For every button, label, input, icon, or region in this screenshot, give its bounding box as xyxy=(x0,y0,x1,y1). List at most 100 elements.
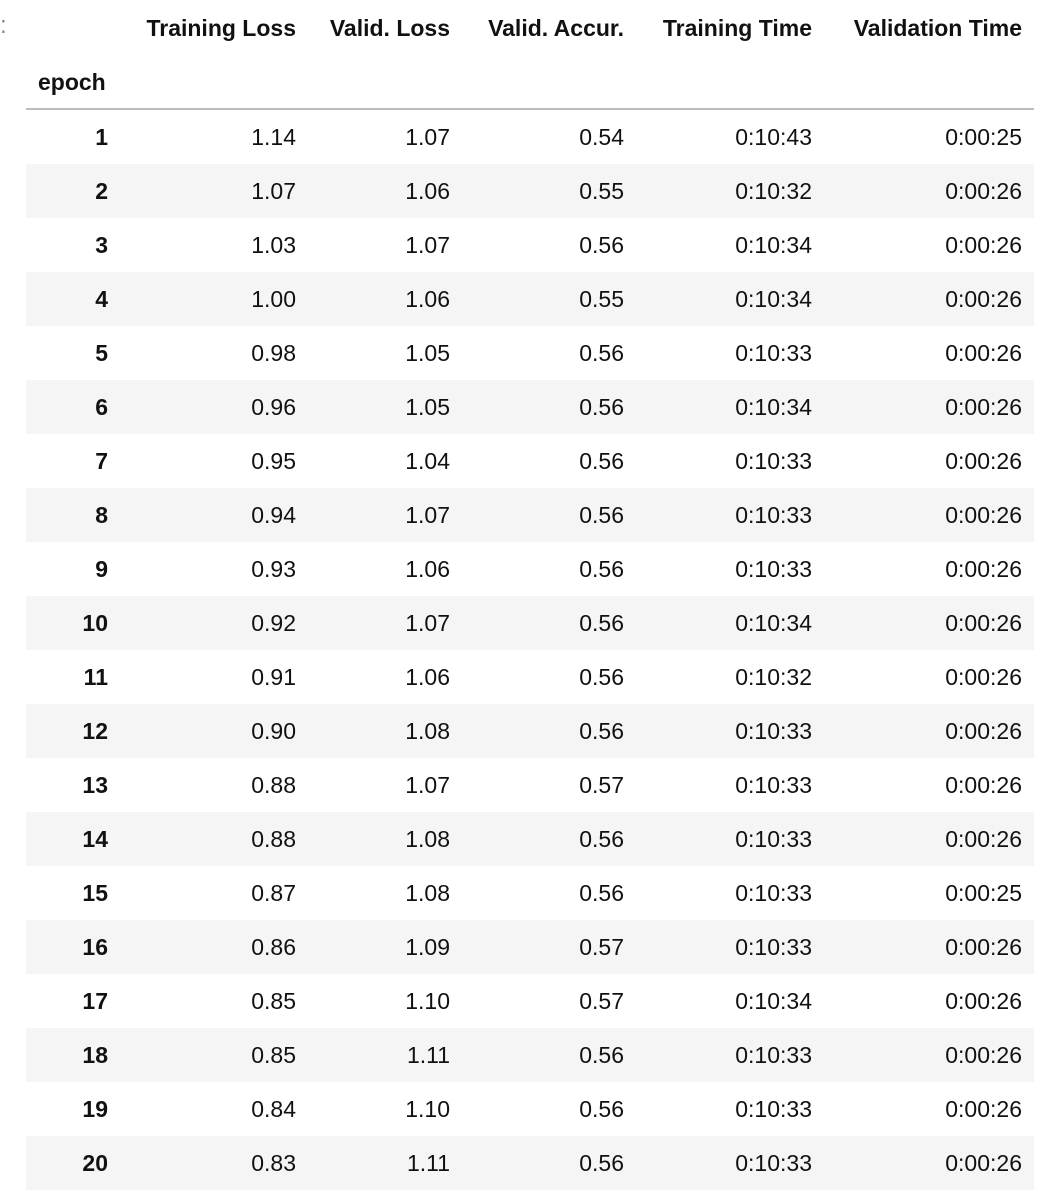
cell-validation-time: 0:00:26 xyxy=(945,825,1022,852)
cell-valid-accuracy: 0.56 xyxy=(579,825,624,852)
cell-valid-accuracy: 0.57 xyxy=(579,933,624,960)
cell-valid-loss: 1.05 xyxy=(405,339,450,366)
epoch-index-cell: 3 xyxy=(95,231,108,258)
table-row: 5 0.98 1.05 0.56 0:10:33 0:00:26 xyxy=(26,326,1034,380)
cell-training-time: 0:10:33 xyxy=(735,771,812,798)
cell-training-loss: 0.88 xyxy=(251,825,296,852)
cell-training-loss: 0.92 xyxy=(251,609,296,636)
cell-valid-loss: 1.05 xyxy=(405,393,450,420)
cell-validation-time: 0:00:26 xyxy=(945,231,1022,258)
cell-validation-time: 0:00:26 xyxy=(945,771,1022,798)
cell-training-loss: 0.88 xyxy=(251,771,296,798)
table-row: 20 0.83 1.11 0.56 0:10:33 0:00:26 xyxy=(26,1136,1034,1190)
cell-validation-time: 0:00:26 xyxy=(945,609,1022,636)
epoch-index-cell: 2 xyxy=(95,177,108,204)
cell-valid-loss: 1.06 xyxy=(405,285,450,312)
table-row: 9 0.93 1.06 0.56 0:10:33 0:00:26 xyxy=(26,542,1034,596)
epoch-index-cell: 19 xyxy=(82,1095,108,1122)
cell-validation-time: 0:00:26 xyxy=(945,285,1022,312)
cell-training-time: 0:10:33 xyxy=(735,879,812,906)
epoch-index-cell: 9 xyxy=(95,555,108,582)
cell-valid-loss: 1.06 xyxy=(405,555,450,582)
index-row-blank xyxy=(636,56,824,110)
training-stats-table: Training Loss Valid. Loss Valid. Accur. … xyxy=(26,0,1034,1190)
cell-valid-accuracy: 0.56 xyxy=(579,663,624,690)
cell-validation-time: 0:00:25 xyxy=(945,123,1022,150)
cell-training-time: 0:10:33 xyxy=(735,447,812,474)
epoch-index-cell: 6 xyxy=(95,393,108,420)
table-row: 19 0.84 1.10 0.56 0:10:33 0:00:26 xyxy=(26,1082,1034,1136)
column-header-validation-time: Validation Time xyxy=(853,14,1022,41)
index-row-blank xyxy=(124,56,308,110)
epoch-index-cell: 16 xyxy=(82,933,108,960)
table-row: 16 0.86 1.09 0.57 0:10:33 0:00:26 xyxy=(26,920,1034,974)
epoch-index-cell: 18 xyxy=(82,1041,108,1068)
cell-training-time: 0:10:34 xyxy=(735,987,812,1014)
cell-training-time: 0:10:34 xyxy=(735,609,812,636)
column-header-training-loss: Training Loss xyxy=(146,14,296,41)
cell-training-time: 0:10:32 xyxy=(735,177,812,204)
table-body: 1 1.14 1.07 0.54 0:10:43 0:00:25 2 1.07 1.06 0.55… xyxy=(26,109,1034,1190)
cell-training-time: 0:10:33 xyxy=(735,1095,812,1122)
cell-validation-time: 0:00:26 xyxy=(945,555,1022,582)
epoch-index-cell: 11 xyxy=(83,663,108,690)
cell-valid-accuracy: 0.56 xyxy=(579,555,624,582)
cell-valid-loss: 1.07 xyxy=(405,609,450,636)
table-row: 17 0.85 1.10 0.57 0:10:34 0:00:26 xyxy=(26,974,1034,1028)
cell-valid-accuracy: 0.56 xyxy=(579,879,624,906)
epoch-index-cell: 14 xyxy=(82,825,108,852)
table-row: 4 1.00 1.06 0.55 0:10:34 0:00:26 xyxy=(26,272,1034,326)
cell-valid-loss: 1.06 xyxy=(405,177,450,204)
cell-valid-loss: 1.11 xyxy=(406,1041,450,1068)
cell-valid-accuracy: 0.54 xyxy=(579,123,624,150)
cell-valid-loss: 1.07 xyxy=(405,231,450,258)
cell-validation-time: 0:00:26 xyxy=(945,501,1022,528)
cell-training-loss: 0.94 xyxy=(251,501,296,528)
cell-training-loss: 1.00 xyxy=(251,285,296,312)
cell-valid-accuracy: 0.56 xyxy=(579,393,624,420)
cell-training-loss: 0.85 xyxy=(251,1041,296,1068)
cell-valid-accuracy: 0.56 xyxy=(579,231,624,258)
cell-training-loss: 0.84 xyxy=(251,1095,296,1122)
index-row-blank xyxy=(824,56,1034,110)
cell-training-loss: 1.14 xyxy=(251,123,296,150)
epoch-index-cell: 4 xyxy=(95,285,108,312)
cell-training-loss: 0.86 xyxy=(251,933,296,960)
cell-training-loss: 0.85 xyxy=(251,987,296,1014)
output-prompt-marker: : xyxy=(0,12,7,39)
epoch-index-cell: 7 xyxy=(95,447,108,474)
epoch-index-cell: 15 xyxy=(82,879,108,906)
index-header-blank xyxy=(26,0,124,56)
table-row: 6 0.96 1.05 0.56 0:10:34 0:00:26 xyxy=(26,380,1034,434)
table-row: 8 0.94 1.07 0.56 0:10:33 0:00:26 xyxy=(26,488,1034,542)
cell-valid-loss: 1.10 xyxy=(405,987,450,1014)
column-header-training-time: Training Time xyxy=(662,14,812,41)
cell-training-time: 0:10:33 xyxy=(735,933,812,960)
cell-training-time: 0:10:33 xyxy=(735,555,812,582)
cell-validation-time: 0:00:26 xyxy=(945,393,1022,420)
cell-valid-accuracy: 0.56 xyxy=(579,339,624,366)
epoch-index-cell: 1 xyxy=(95,123,108,150)
cell-validation-time: 0:00:26 xyxy=(945,987,1022,1014)
cell-valid-accuracy: 0.56 xyxy=(579,501,624,528)
table-row: 1 1.14 1.07 0.54 0:10:43 0:00:25 xyxy=(26,109,1034,164)
epoch-index-cell: 12 xyxy=(82,717,108,744)
cell-training-loss: 0.87 xyxy=(251,879,296,906)
cell-valid-accuracy: 0.56 xyxy=(579,447,624,474)
cell-validation-time: 0:00:26 xyxy=(945,663,1022,690)
cell-training-time: 0:10:33 xyxy=(735,1149,812,1176)
cell-validation-time: 0:00:26 xyxy=(945,717,1022,744)
column-header-row: Training Loss Valid. Loss Valid. Accur. … xyxy=(26,0,1034,56)
index-name-epoch: epoch xyxy=(26,56,124,110)
cell-valid-loss: 1.09 xyxy=(405,933,450,960)
cell-valid-accuracy: 0.56 xyxy=(579,1149,624,1176)
cell-training-loss: 0.93 xyxy=(251,555,296,582)
table-row: 13 0.88 1.07 0.57 0:10:33 0:00:26 xyxy=(26,758,1034,812)
table-row: 11 0.91 1.06 0.56 0:10:32 0:00:26 xyxy=(26,650,1034,704)
cell-valid-loss: 1.08 xyxy=(405,879,450,906)
cell-training-time: 0:10:34 xyxy=(735,231,812,258)
cell-training-loss: 0.83 xyxy=(251,1149,296,1176)
cell-training-time: 0:10:33 xyxy=(735,1041,812,1068)
epoch-index-cell: 20 xyxy=(82,1149,108,1176)
cell-valid-loss: 1.11 xyxy=(406,1149,450,1176)
